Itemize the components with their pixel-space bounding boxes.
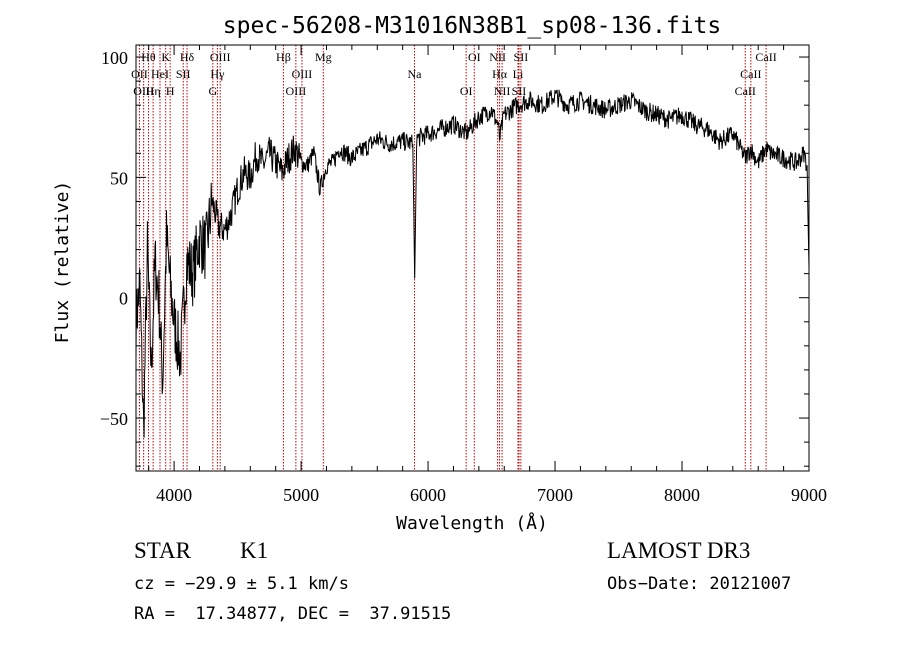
- y-tick-label: 0: [119, 289, 128, 309]
- y-axis-ticks: −50 0 50 100: [100, 48, 809, 467]
- spectrum-series-line: [135, 89, 810, 438]
- line-label: Na: [407, 67, 422, 81]
- chart-title: spec-56208-M31016N38B1_sp08-136.fits: [223, 13, 722, 39]
- line-label: OIII: [292, 67, 313, 81]
- line-label: Hβ: [276, 50, 291, 64]
- x-tick-label: 9000: [791, 485, 827, 505]
- x-tick-label: 7000: [537, 485, 573, 505]
- line-label: Hδ: [180, 50, 195, 64]
- plot-frame: [135, 44, 810, 472]
- line-label: Hγ: [210, 67, 225, 81]
- coordinates-readout: RA = 17.34877, DEC = 37.91515: [134, 604, 452, 624]
- line-label: H: [166, 84, 175, 98]
- spectral-subclass: K1: [240, 538, 269, 563]
- line-label: Hθ: [141, 50, 156, 64]
- x-tick-label: 5000: [283, 485, 319, 505]
- line-label: CaII: [755, 50, 776, 64]
- line-label: SII: [176, 67, 191, 81]
- line-label: Li: [513, 67, 524, 81]
- x-axis-label: Wavelength (Å): [396, 512, 548, 534]
- line-label: OII: [131, 67, 148, 81]
- survey-name: LAMOST DR3: [607, 538, 751, 563]
- line-label: CaII: [740, 67, 761, 81]
- line-label: CaII: [735, 84, 756, 98]
- line-label: NII: [489, 50, 506, 64]
- line-label: K: [161, 50, 170, 64]
- line-label: OI: [460, 84, 473, 98]
- line-label: OIII: [286, 84, 307, 98]
- line-label: Mg: [315, 50, 332, 64]
- emission-line-labels: HθOIIOIIIKHeIHηHδSIIHOIIIHγGHβOIIIOIIIMg…: [131, 50, 777, 98]
- x-tick-label: 8000: [664, 485, 700, 505]
- line-label: SII: [512, 84, 527, 98]
- y-tick-label: 100: [101, 48, 128, 68]
- line-label: Hα: [492, 67, 508, 81]
- x-axis-ticks: 4000 5000 6000 7000 8000 9000: [148, 45, 827, 505]
- line-label: OIII: [210, 50, 231, 64]
- line-label: OI: [468, 50, 481, 64]
- redshift-readout: cz = −29.9 ± 5.1 km/s: [134, 574, 349, 594]
- emission-line-markers: [138, 45, 767, 471]
- line-label: NII: [494, 84, 511, 98]
- line-label: OIII: [133, 84, 154, 98]
- object-class: STAR: [134, 538, 191, 563]
- line-label: G: [208, 84, 217, 98]
- y-axis-label: Flux (relative): [52, 181, 73, 344]
- observation-date: Obs−Date: 20121007: [607, 574, 792, 594]
- y-tick-label: 50: [110, 168, 128, 188]
- line-label: HeI: [151, 67, 169, 81]
- x-tick-label: 6000: [410, 485, 446, 505]
- line-label: Hη: [146, 84, 161, 98]
- x-tick-label: 4000: [156, 485, 192, 505]
- line-label: SII: [514, 50, 529, 64]
- y-tick-label: −50: [100, 409, 128, 429]
